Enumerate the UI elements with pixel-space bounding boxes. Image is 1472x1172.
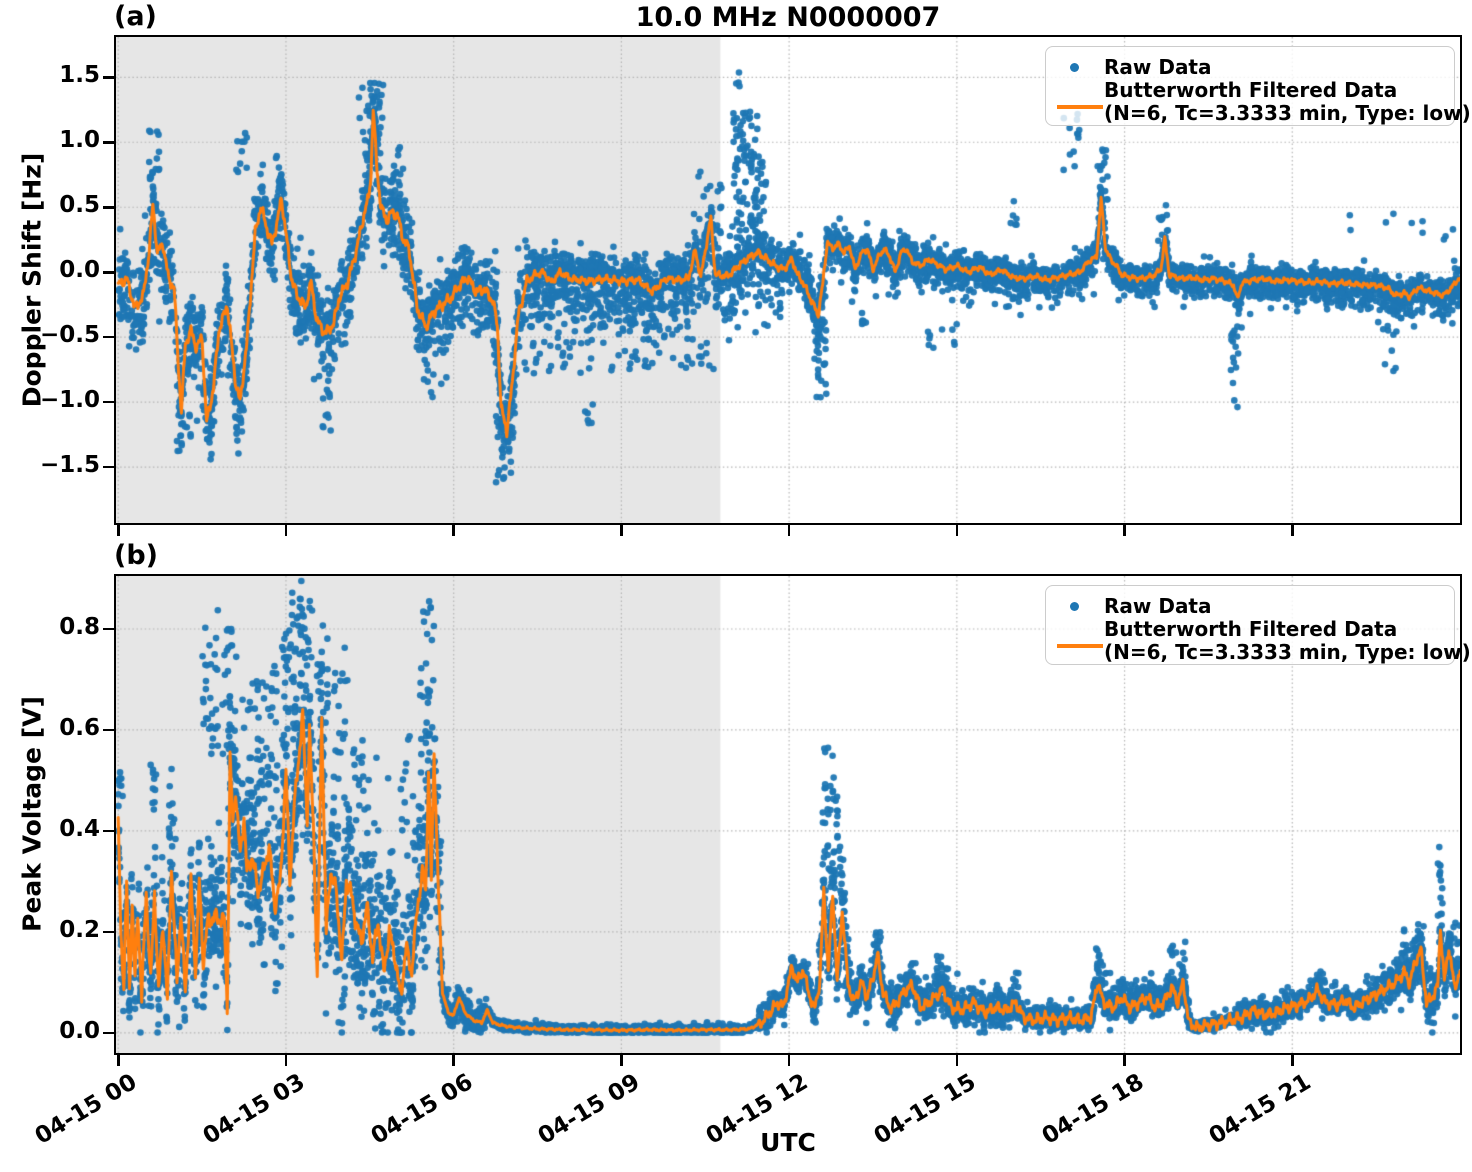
panel-a-plot: Raw Data Butterworth Filtered Data (N=6,…	[114, 35, 1471, 525]
y-tick-label: 0.2	[59, 916, 100, 943]
x-tick	[1291, 525, 1294, 536]
legend-a-raw-row: Raw Data	[1046, 55, 1454, 79]
panel-b-label: (b)	[114, 540, 159, 571]
filtered-line-marker-icon	[1057, 644, 1103, 648]
y-tick	[103, 335, 114, 339]
legend-filtered-params: (N=6, Tc=3.3333 min, Type: low)	[1104, 101, 1471, 125]
x-tick	[955, 525, 959, 536]
legend-a-filtered-row: Butterworth Filtered Data (N=6, Tc=3.333…	[1104, 79, 1471, 125]
x-tick	[117, 525, 120, 536]
y-tick-label: −0.5	[39, 322, 100, 349]
x-tick	[787, 525, 791, 536]
y-tick	[103, 141, 114, 144]
x-tick	[284, 1055, 288, 1066]
y-tick	[103, 728, 114, 732]
y-tick	[103, 1031, 114, 1035]
y-tick-label: 0.4	[59, 815, 100, 842]
legend-filtered-label: Butterworth Filtered Data	[1104, 78, 1398, 102]
raw-data-marker-icon	[1070, 601, 1079, 611]
legend-b-raw-row: Raw Data	[1046, 594, 1454, 618]
legend-filtered-params: (N=6, Tc=3.3333 min, Type: low)	[1104, 640, 1471, 664]
legend-raw-label: Raw Data	[1104, 55, 1212, 79]
x-tick	[1123, 1055, 1126, 1066]
y-tick-label: 0.5	[59, 192, 100, 219]
y-tick	[103, 829, 114, 833]
x-tick	[620, 1055, 623, 1066]
legend-raw-label: Raw Data	[1104, 594, 1212, 618]
figure-title: 10.0 MHz N0000007	[635, 2, 941, 33]
y-tick-label: 0.0	[59, 257, 100, 284]
x-tick	[620, 525, 623, 536]
raw-data-marker-icon	[1070, 62, 1079, 72]
x-tick	[1123, 525, 1126, 536]
y-tick-label: −1.0	[39, 387, 100, 414]
legend-a: Raw Data Butterworth Filtered Data (N=6,…	[1045, 46, 1471, 126]
x-tick	[955, 1055, 959, 1066]
y-tick	[103, 465, 114, 469]
y-tick-label: 0.0	[59, 1017, 100, 1044]
y-tick	[103, 400, 114, 404]
x-tick	[117, 1055, 120, 1066]
x-tick	[787, 1055, 791, 1066]
y-tick-label: 0.8	[59, 614, 100, 640]
y-tick	[103, 271, 114, 274]
y-tick-label: −1.5	[39, 452, 100, 479]
y-tick	[103, 206, 114, 209]
legend-filtered-label: Butterworth Filtered Data	[1104, 617, 1398, 641]
y-tick-label: 1.0	[59, 127, 100, 154]
x-tick	[452, 1055, 455, 1066]
x-tick	[1291, 1055, 1294, 1066]
y-tick	[103, 627, 114, 631]
panel-b-plot: Raw Data Butterworth Filtered Data (N=6,…	[114, 574, 1471, 1055]
y-tick-label: 1.5	[59, 62, 100, 89]
y-tick	[103, 76, 114, 79]
filtered-line-marker-icon	[1057, 105, 1103, 109]
panel-a-label: (a)	[114, 1, 157, 32]
x-tick	[452, 525, 455, 536]
x-tick	[284, 525, 288, 536]
y-tick-label: 0.6	[59, 714, 100, 741]
y-tick	[103, 930, 114, 934]
x-axis-label: UTC	[760, 1128, 816, 1157]
legend-b-filtered-row: Butterworth Filtered Data (N=6, Tc=3.333…	[1104, 618, 1471, 664]
legend-b: Raw Data Butterworth Filtered Data (N=6,…	[1045, 585, 1471, 665]
